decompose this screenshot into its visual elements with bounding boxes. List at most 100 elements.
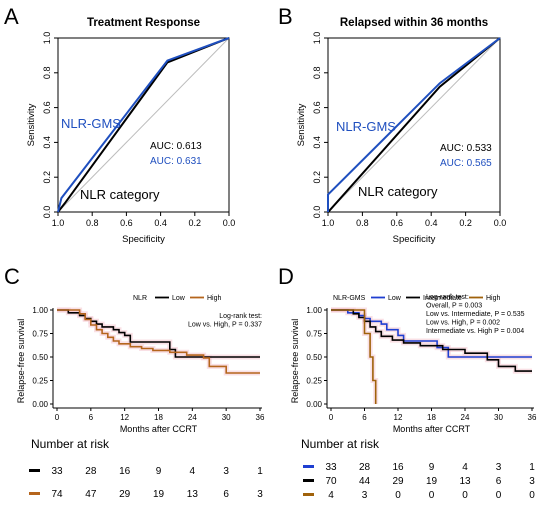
risk-count: 4 [328,490,334,501]
y-tick-label: 1.00 [32,306,48,315]
risk-count: 0 [529,490,535,501]
logrank-annotation-line: Log-rank test: [219,313,262,320]
risk-count: 0 [462,490,468,501]
series-label-nlr-category: NLR category [358,184,438,199]
risk-table-title: Number at risk [31,437,110,451]
x-tick-label: 6 [362,413,367,422]
legend-label-high: High [486,295,501,302]
x-tick-label: 24 [188,413,197,422]
x-tick-label: 0.0 [494,218,507,228]
y-axis-label: Relapse-free survival [16,319,26,404]
x-tick-label: 30 [222,413,231,422]
risk-count: 13 [187,489,199,500]
y-tick-label: 0.50 [306,353,322,362]
x-tick-label: 1.0 [52,218,65,228]
risk-count: 33 [325,462,337,473]
risk-count: 28 [85,466,97,477]
legend-label-high: High [207,295,222,302]
logrank-annotation-line: Low vs. High, P = 0.002 [426,320,500,327]
risk-count: 13 [459,476,471,487]
risk-count: 19 [153,489,165,500]
risk-count: 33 [51,466,63,477]
risk-count: 3 [257,489,263,500]
plot-frame [327,37,501,213]
risk-count: 1 [257,466,263,477]
y-tick-label: 0.8 [312,67,322,80]
auc-nlr-gms: AUC: 0.565 [440,158,492,169]
y-tick-label: 0.75 [32,330,48,339]
y-tick-label: 1.0 [312,32,322,45]
x-tick-label: 18 [154,413,163,422]
x-axis-label: Months after CCRT [120,424,198,434]
risk-count: 16 [392,462,404,473]
x-tick-label: 0.6 [391,218,404,228]
legend-label-low: Low [172,295,186,302]
y-tick-label: 0.4 [312,136,322,149]
x-tick-label: 0.8 [356,218,369,228]
x-tick-label: 18 [427,413,436,422]
y-axis-label: Sensitivity [26,103,37,146]
risk-count: 29 [392,476,404,487]
x-tick-label: 0 [329,413,334,422]
y-tick-label: 0.2 [312,171,322,184]
km-curve-low [57,309,260,358]
legend-label-intermediate: Intermediate [423,295,462,302]
legend-label-low: Low [388,295,402,302]
risk-count: 3 [529,476,535,487]
km-curve-high [57,309,260,374]
y-tick-label: 1.0 [42,32,52,45]
x-tick-label: 12 [394,413,403,422]
x-tick-label: 36 [528,413,537,422]
risk-count: 47 [85,489,97,500]
risk-count: 4 [462,462,468,473]
x-tick-label: 0.0 [223,218,236,228]
risk-count: 1 [529,462,535,473]
y-tick-label: 0.25 [32,377,48,386]
risk-count: 44 [359,476,371,487]
risk-count: 3 [223,466,229,477]
y-axis-label: Relapse-free survival [290,319,300,404]
auc-nlr-category: AUC: 0.533 [440,143,492,154]
logrank-annotation-line: Low vs. High, P = 0.337 [188,322,262,329]
roc-curve-nlr-gms [327,37,501,212]
chart-title: Treatment Response [87,17,200,29]
x-tick-label: 6 [89,413,94,422]
risk-count: 3 [362,490,368,501]
reference-diagonal [327,37,501,213]
y-tick-label: 0.25 [306,377,322,386]
risk-count: 4 [190,466,196,477]
x-tick-label: 0 [55,413,60,422]
logrank-annotation-line: Intermediate vs. High P = 0.004 [426,328,524,335]
roc-curve-nlr-gms [57,37,230,213]
panel-letter-c: C [4,264,20,289]
x-tick-label: 0.4 [425,218,438,228]
y-tick-label: 0.00 [32,400,48,409]
km-curve-intermediate [331,309,532,372]
logrank-annotation-line: Log-rank test: [426,294,469,301]
risk-count: 6 [496,476,502,487]
risk-count: 74 [51,489,63,500]
logrank-annotation-line: Overall, P = 0.003 [426,303,482,310]
x-tick-label: 0.2 [459,218,472,228]
risk-count: 28 [359,462,371,473]
x-tick-label: 0.8 [86,218,99,228]
y-tick-label: 0.8 [42,67,52,80]
risk-count: 29 [119,489,131,500]
x-tick-label: 0.2 [189,218,202,228]
risk-count: 6 [223,489,229,500]
risk-count: 0 [395,490,401,501]
x-tick-label: 30 [494,413,503,422]
chart-title: Relapsed within 36 months [340,17,488,29]
y-tick-label: 0.75 [306,330,322,339]
y-axis-label: Sensitivity [296,103,307,146]
panel-letter-a: A [4,4,19,29]
roc-panel-b: Relapsed within 36 months 1.0 0.8 0.6 0.4 0.2… [296,17,506,245]
x-axis-label: Months after CCRT [393,424,471,434]
y-tick-label: 0.0 [312,206,322,219]
km-curve-high [331,309,377,404]
y-tick-label: 0.0 [42,206,52,219]
logrank-annotation-line: Low vs. Intermediate, P = 0.535 [426,311,525,318]
series-label-nlr-category: NLR category [80,187,160,202]
